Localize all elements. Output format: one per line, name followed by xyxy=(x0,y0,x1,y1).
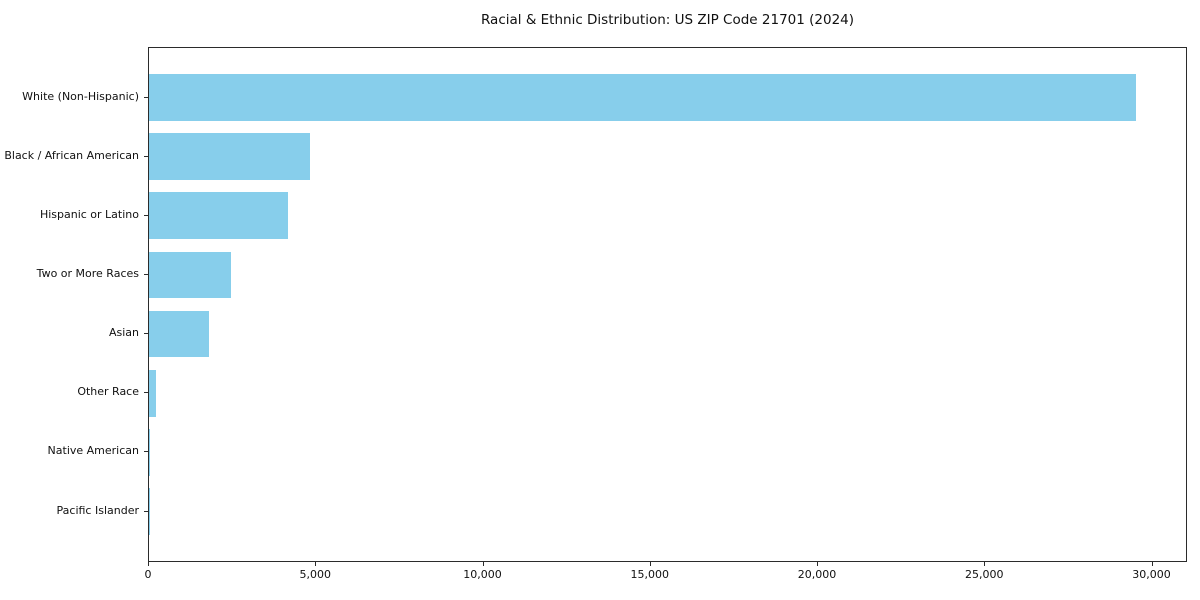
y-tick-mark xyxy=(144,96,148,98)
x-tick-mark xyxy=(649,562,651,566)
x-tick-label-10000: 10,000 xyxy=(463,568,502,581)
bar-native-american xyxy=(149,428,150,476)
bar-other-race xyxy=(149,369,156,417)
bar-two-or-more-races xyxy=(149,251,231,299)
y-tick-label-black-african-american: Black / African American xyxy=(4,148,139,162)
x-tick-label-20000: 20,000 xyxy=(797,568,837,581)
bar-white-non-hispanic xyxy=(149,74,1136,121)
y-tick-mark xyxy=(144,451,148,453)
x-tick-mark xyxy=(984,562,986,566)
x-tick-label-15000: 15,000 xyxy=(630,568,670,581)
x-tick-mark xyxy=(482,562,484,566)
y-tick-label-asian: Asian xyxy=(108,326,139,340)
x-tick-label-30000: 30,000 xyxy=(1132,568,1171,581)
y-tick-mark xyxy=(144,333,148,335)
y-tick-mark xyxy=(144,155,148,157)
y-tick-mark xyxy=(144,510,148,512)
y-tick-label-white-non-hispanic: White (Non-Hispanic) xyxy=(22,89,139,103)
y-tick-label-native-american: Native American xyxy=(47,444,139,458)
x-tick-label-0: 0 xyxy=(144,568,152,581)
bar-hispanic-or-latino xyxy=(149,192,288,240)
y-tick-label-hispanic-or-latino: Hispanic or Latino xyxy=(39,207,139,221)
x-tick-mark xyxy=(1151,562,1153,566)
y-tick-label-two-or-more-races: Two or More Races xyxy=(36,266,139,280)
x-tick-mark xyxy=(817,562,819,566)
x-tick-label-25000: 25,000 xyxy=(965,568,1004,581)
bar-asian xyxy=(149,310,210,358)
x-tick-mark xyxy=(315,562,317,566)
y-tick-mark xyxy=(144,214,148,216)
x-tick-mark xyxy=(148,562,149,566)
bar-black-african-american xyxy=(149,133,310,180)
plot-area xyxy=(148,47,1187,562)
y-tick-mark xyxy=(144,392,148,394)
chart-title: Racial & Ethnic Distribution: US ZIP Cod… xyxy=(480,12,855,28)
x-tick-label-5000: 5,000 xyxy=(299,568,332,581)
y-tick-mark xyxy=(144,273,148,275)
y-tick-label-other-race: Other Race xyxy=(77,385,139,399)
y-tick-label-pacific-islander: Pacific Islander xyxy=(56,503,139,517)
